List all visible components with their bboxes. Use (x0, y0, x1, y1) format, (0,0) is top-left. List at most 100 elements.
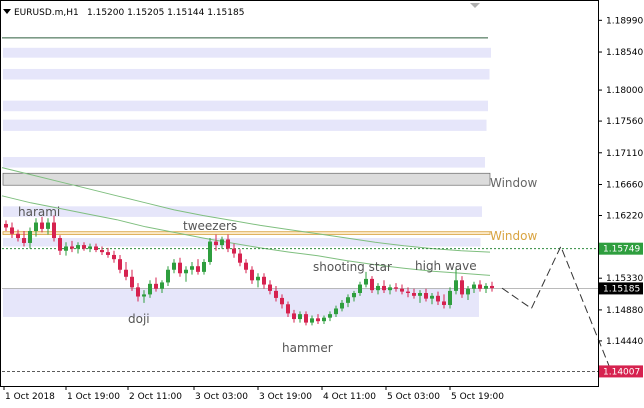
ohlc-values: 1.15200 1.15205 1.15144 1.15185 (87, 8, 244, 18)
candle-body (190, 266, 194, 270)
scroll-end-icon[interactable] (470, 3, 480, 8)
candle-body (178, 262, 182, 274)
candle-body (16, 233, 20, 239)
candle-body (94, 246, 98, 251)
candle-body (316, 318, 320, 322)
candle-body (310, 318, 314, 323)
candle-body (328, 314, 332, 318)
candle-body (256, 276, 260, 281)
resistance-zone (3, 238, 481, 247)
candle-body (82, 245, 86, 249)
candle-body (160, 282, 164, 289)
resistance-zone (3, 68, 490, 80)
x-tick-label: 1 Oct 19:00 (67, 392, 120, 402)
candle-body (358, 284, 362, 293)
candle-body (292, 313, 296, 320)
moving-average-fast (1, 195, 491, 276)
candle-body (352, 292, 356, 298)
candle-body (376, 285, 380, 291)
candle-body (484, 285, 488, 289)
candle-body (460, 280, 464, 295)
dropdown-triangle-icon[interactable] (3, 9, 11, 14)
candle-body (436, 295, 440, 302)
candle-body (472, 284, 476, 289)
y-tick-label: 1.15330 (606, 274, 643, 284)
candle-body (58, 238, 62, 251)
high-wave-label: high wave (415, 259, 477, 273)
candle-body (76, 245, 80, 249)
candle-body (364, 278, 368, 285)
candles-layer (4, 215, 494, 326)
candle-body (340, 302, 344, 309)
x-tick-label: 5 Oct 19:00 (451, 392, 504, 402)
hammer-label: hammer (282, 341, 333, 355)
window-upper-label: Window (490, 176, 538, 190)
candle-body (298, 314, 302, 320)
candle-body (442, 301, 446, 305)
candle-body (412, 292, 416, 296)
candle-body (142, 294, 146, 297)
candle-body (448, 290, 452, 305)
resistance-zone (3, 288, 479, 317)
candle-body (286, 304, 290, 314)
chart-header: EURUSD.m,H1 1.15200 1.15205 1.15144 1.15… (3, 3, 480, 18)
candle-body (226, 239, 230, 249)
candle-body (208, 241, 212, 262)
upper-price-label-bg (599, 242, 643, 255)
tweezers-label: tweezers (183, 219, 237, 233)
candle-body (34, 222, 38, 231)
candle-body (424, 292, 428, 299)
window-lower-label: Window (490, 229, 538, 243)
candle-body (346, 297, 350, 303)
candle-body (64, 246, 68, 251)
y-tick-label: 1.18990 (606, 16, 643, 26)
moving-average-slow (1, 167, 491, 253)
candle-body (172, 262, 176, 270)
candle-body (100, 250, 104, 253)
y-tick-label: 1.17110 (606, 149, 643, 159)
candle-body (262, 276, 266, 285)
candle-body (148, 283, 152, 295)
x-tick-label: 2 Oct 11:00 (129, 392, 182, 402)
candle-body (46, 222, 50, 229)
candle-body (166, 269, 170, 283)
candle-body (232, 248, 236, 254)
candle-body (40, 222, 44, 229)
zones-layer (2, 37, 491, 317)
x-tick-label: 3 Oct 19:00 (259, 392, 312, 402)
candle-body (274, 290, 278, 298)
annotations-layer: harami tweezers doji hammer shooting sta… (18, 176, 538, 355)
candle-body (478, 284, 482, 289)
candle-body (406, 291, 410, 293)
candle-body (334, 308, 338, 315)
x-tick-label: 3 Oct 03:00 (195, 392, 248, 402)
y-tick-label: 1.18000 (606, 86, 643, 96)
candle-body (202, 261, 206, 272)
candle-body (490, 285, 494, 289)
candle-body (382, 285, 386, 291)
candle-body (268, 284, 272, 291)
candle-body (154, 283, 158, 289)
candle-body (304, 314, 308, 323)
candle-body (130, 276, 134, 288)
resistance-zone (3, 157, 485, 168)
candle-body (250, 269, 254, 281)
candle-body (196, 266, 200, 272)
candle-body (388, 287, 392, 291)
candle-body (418, 292, 422, 296)
candle-body (466, 288, 470, 295)
candle-body (214, 241, 218, 246)
resistance-zone (3, 47, 491, 58)
candle-body (106, 252, 110, 255)
lower-price-label-bg (599, 365, 643, 378)
resistance-zone (3, 100, 488, 112)
x-tick-label: 4 Oct 11:00 (323, 392, 376, 402)
candle-body (454, 280, 458, 291)
lines-layer (1, 167, 612, 372)
candle-body (118, 259, 122, 270)
candle-body (280, 297, 284, 305)
x-tick-label: 1 Oct 2018 (5, 392, 55, 402)
